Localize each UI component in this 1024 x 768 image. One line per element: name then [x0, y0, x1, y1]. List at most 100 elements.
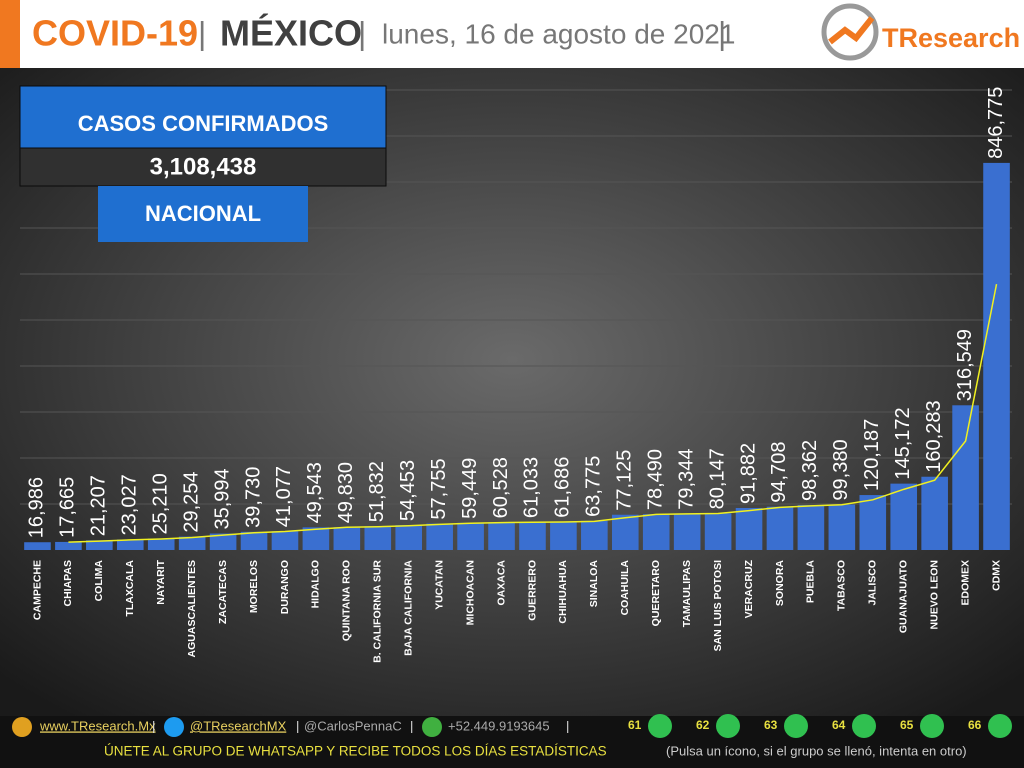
separator: |	[718, 15, 726, 51]
category-label: OAXACA	[495, 560, 507, 606]
whatsapp-icon[interactable]	[716, 714, 740, 738]
value-label: 145,172	[892, 407, 914, 479]
category-label: CDMX	[990, 560, 1002, 591]
web-icon	[12, 717, 32, 737]
value-label: 80,147	[706, 448, 728, 509]
bar	[457, 522, 484, 550]
bar	[859, 495, 887, 550]
bar	[611, 514, 639, 550]
value-label: 59,449	[459, 458, 481, 519]
category-label: SINALOA	[588, 560, 600, 608]
value-label: 160,283	[923, 400, 945, 472]
category-label: B. CALIFORNIA SUR	[372, 560, 384, 663]
bar	[735, 507, 763, 550]
plot: 16,986 CAMPECHE 17,665 CHIAPAS 21,207 COLIMA 2…	[20, 87, 1012, 663]
summary-scope: NACIONAL	[145, 201, 261, 226]
bar	[209, 533, 237, 550]
whatsapp-icon[interactable]	[784, 714, 808, 738]
bar	[673, 513, 701, 550]
value-label: 35,994	[211, 468, 233, 529]
country: MÉXICO	[220, 13, 362, 54]
value-label: 98,362	[799, 440, 821, 501]
bar	[333, 527, 361, 550]
summary-header	[19, 85, 387, 149]
value-label: 49,543	[304, 462, 326, 523]
separator: |	[566, 718, 569, 733]
value-label: 99,380	[830, 439, 852, 500]
category-label: AGUASCALIENTES	[186, 560, 198, 657]
bar	[983, 162, 1010, 550]
bar	[519, 522, 546, 550]
summary-row	[19, 147, 387, 187]
bar	[952, 405, 979, 550]
note: (Pulsa un ícono, si el grupo se llenó, i…	[666, 743, 967, 758]
title: COVID-19	[32, 13, 198, 54]
value-label: 77,125	[614, 450, 636, 511]
date: lunes, 16 de agosto de 2021	[382, 18, 735, 49]
bar	[550, 521, 577, 550]
value-label: 16,986	[26, 477, 48, 538]
category-label: GUERRERO	[526, 560, 538, 621]
bar	[116, 539, 144, 550]
group-number: 66	[968, 718, 982, 732]
value-label: 17,665	[57, 477, 79, 538]
logo-arrow	[828, 16, 875, 45]
value-label: 94,708	[768, 442, 790, 503]
group-number: 64	[832, 718, 846, 732]
whatsapp-icon[interactable]	[988, 714, 1012, 738]
bar	[240, 531, 268, 550]
value-label: 61,686	[552, 457, 574, 518]
whatsapp-icon[interactable]	[920, 714, 944, 738]
category-label: MICHOACAN	[464, 560, 476, 625]
value-label: 41,077	[273, 466, 295, 527]
bar	[147, 538, 175, 550]
bar	[488, 522, 515, 550]
bar	[642, 514, 670, 550]
bar	[302, 527, 330, 550]
separator: |	[410, 718, 413, 733]
bar	[395, 525, 423, 550]
category-label: PUEBLA	[805, 560, 817, 604]
header-strip	[0, 0, 20, 68]
category-label: CHIAPAS	[62, 560, 74, 606]
summary-label: CASOS CONFIRMADOS	[78, 111, 329, 136]
value-label: 61,033	[521, 457, 543, 518]
value-label: 60,528	[490, 457, 512, 518]
logo-ring	[821, 3, 879, 61]
category-label: TABASCO	[836, 560, 848, 611]
phone-icon	[422, 717, 442, 737]
category-label: EDOMEX	[959, 560, 971, 606]
value-label: 51,832	[366, 461, 388, 522]
whatsapp-icon[interactable]	[648, 714, 672, 738]
value-label: 29,254	[180, 471, 202, 532]
category-label: NAYARIT	[155, 559, 167, 604]
value-label: 21,207	[88, 475, 110, 536]
bar	[581, 520, 608, 550]
summary-value: 3,108,438	[150, 153, 257, 180]
value-label: 57,755	[428, 458, 450, 519]
value-label: 78,490	[645, 449, 667, 510]
twitter-link[interactable]: @TResearchMX	[190, 718, 287, 733]
bar	[828, 504, 856, 550]
bar	[426, 523, 453, 550]
bar	[364, 526, 392, 550]
twitter-icon	[164, 717, 184, 737]
bar	[178, 536, 206, 550]
category-label: QUERETARO	[650, 560, 662, 626]
category-label: SONORA	[774, 560, 786, 607]
bar	[271, 531, 299, 550]
group-number: 62	[696, 718, 710, 732]
whatsapp-icon[interactable]	[852, 714, 876, 738]
group-number: 65	[900, 718, 914, 732]
category-label: COAHUILA	[619, 560, 631, 616]
phone: +52.449.9193645	[448, 718, 550, 733]
value-label: 54,453	[397, 460, 419, 521]
trendline	[68, 283, 998, 543]
summary-scope-box	[98, 186, 308, 242]
category-label: TLAXCALA	[124, 560, 136, 617]
category-label: TAMAULIPAS	[681, 560, 693, 627]
bar	[766, 506, 794, 550]
web-link[interactable]: www.TResearch.Mx	[39, 718, 156, 733]
value-label: 79,344	[675, 449, 697, 510]
